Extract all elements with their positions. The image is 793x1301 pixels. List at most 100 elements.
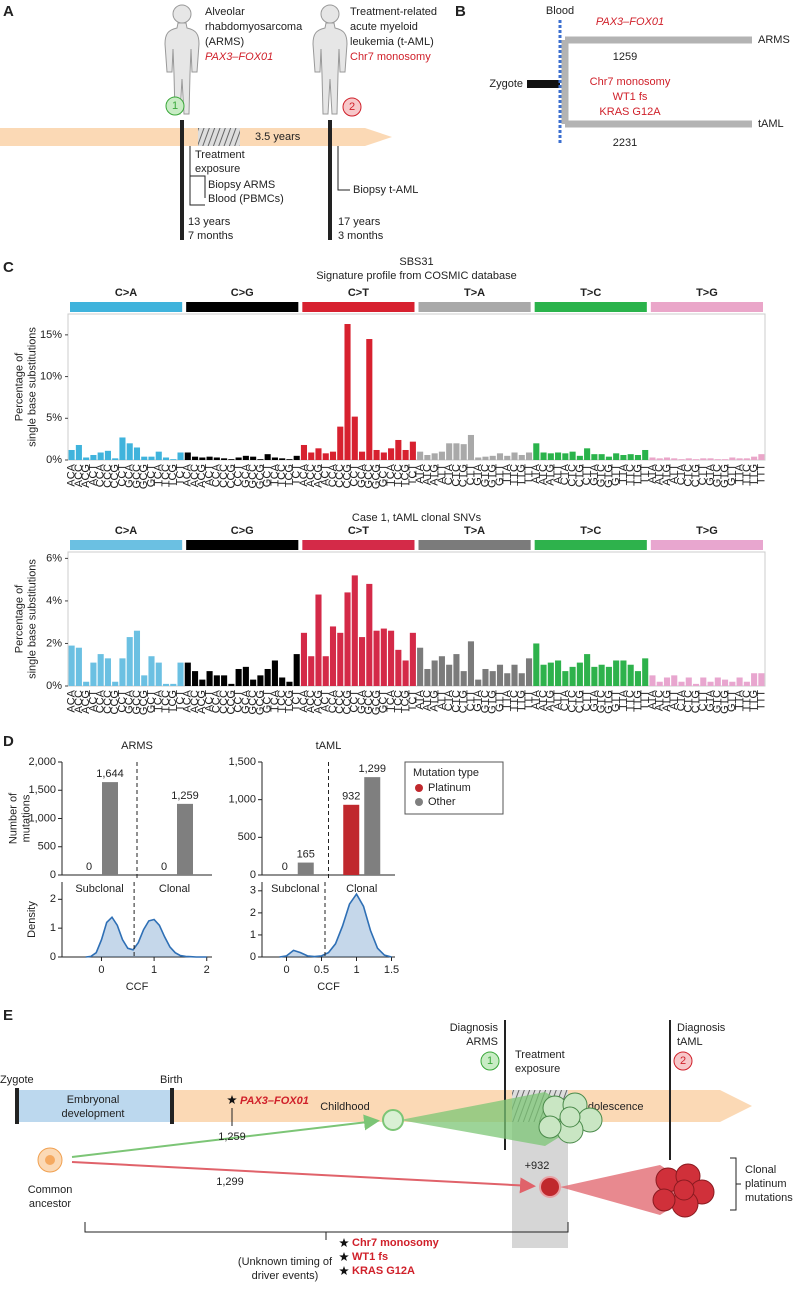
bar xyxy=(714,459,721,460)
x-tick-label: 1 xyxy=(353,964,359,976)
x-tick-label: ATA xyxy=(646,689,658,709)
x-tick-label: ATA xyxy=(414,689,426,709)
x-tick-label: CCC xyxy=(334,464,346,488)
x-tick-label: TTG xyxy=(748,690,760,712)
bar xyxy=(591,454,598,460)
bar xyxy=(518,673,525,686)
bar xyxy=(722,679,729,686)
x-tick-label: CCG xyxy=(341,464,353,488)
x-tick-label: GTC xyxy=(479,690,491,713)
star xyxy=(339,1252,349,1261)
x-tick-label: GTT xyxy=(494,464,506,486)
bar xyxy=(300,444,308,460)
label: Birth xyxy=(160,1074,183,1086)
label: Biopsy ARMS xyxy=(208,179,275,191)
x-tick-label: CCA xyxy=(95,463,107,487)
x-tick-label: CCT xyxy=(116,464,128,487)
x-tick-label: TCG xyxy=(400,464,412,487)
y-tick-label: 10% xyxy=(40,370,62,382)
bar xyxy=(388,448,395,460)
x-tick-label: CCT xyxy=(233,464,245,487)
x-tick-label: TCC xyxy=(392,690,404,713)
bar xyxy=(364,777,381,875)
bar xyxy=(453,654,460,686)
bar xyxy=(213,675,220,686)
badge xyxy=(342,97,362,117)
label: 1,299 xyxy=(216,1176,244,1188)
x-tick-label: CCA xyxy=(327,463,339,487)
bar xyxy=(329,451,337,460)
bar xyxy=(380,628,387,686)
bar xyxy=(104,450,111,460)
label: Alveolar xyxy=(205,6,245,18)
ancestor-nucleus xyxy=(45,1155,55,1165)
x-tick-label: CTC xyxy=(450,690,462,713)
label: leukemia (t-AML) xyxy=(350,36,434,48)
bar xyxy=(671,675,678,686)
x-tick-label: ACG xyxy=(312,464,324,488)
bar xyxy=(395,439,402,460)
embryonal-period xyxy=(15,1090,172,1122)
y-tick-label: 2,000 xyxy=(28,756,56,768)
x-tick-label: TTT xyxy=(639,464,651,484)
group-label: C>G xyxy=(231,287,254,299)
group-band xyxy=(302,540,415,550)
x-tick-label: CTT xyxy=(697,690,709,712)
bar xyxy=(489,671,496,686)
bar xyxy=(402,449,409,460)
bar xyxy=(642,449,649,460)
bar xyxy=(286,459,293,460)
bar xyxy=(431,453,438,460)
x-tick-label: CCA xyxy=(327,689,339,713)
x-tick-label: GTA xyxy=(472,463,484,485)
x-tick-label: TCT xyxy=(407,464,419,486)
label: mutations xyxy=(745,1192,793,1204)
plot-frame xyxy=(67,551,766,687)
x-tick-label: ATG xyxy=(545,690,557,712)
bar xyxy=(591,666,598,686)
x-tick-label: GCT xyxy=(145,464,157,488)
x-tick-label: CCC xyxy=(218,464,230,488)
bar xyxy=(192,671,199,686)
group-label: T>C xyxy=(580,525,601,537)
bar xyxy=(634,671,641,686)
x-tick-label: TTG xyxy=(748,464,760,486)
bar xyxy=(177,803,193,875)
bar xyxy=(293,455,300,460)
y-axis-label: Percentage of xyxy=(13,352,25,421)
badge xyxy=(480,1051,500,1071)
label: ARMS xyxy=(758,34,790,46)
x-tick-label: TTA xyxy=(501,463,513,484)
bar xyxy=(569,666,576,686)
bar xyxy=(337,426,344,460)
bar xyxy=(351,575,358,686)
bar xyxy=(555,452,562,460)
bar xyxy=(751,456,758,460)
bar xyxy=(83,681,90,686)
x-tick-label: CCC xyxy=(334,690,346,714)
x-tick-label: ACC xyxy=(73,690,85,713)
density-area xyxy=(85,917,207,957)
x-tick-label: CTT xyxy=(465,464,477,486)
x-tick-label: GCC xyxy=(131,464,143,489)
plot-frame xyxy=(67,313,766,461)
y-tick-label: 5% xyxy=(46,412,62,424)
bar xyxy=(286,681,293,686)
bar xyxy=(199,457,206,460)
y-tick-label: 1,000 xyxy=(28,812,56,824)
y-axis-label: mutations xyxy=(20,794,32,842)
bar xyxy=(112,681,119,686)
legend-marker xyxy=(415,798,423,806)
legend-label: Platinum xyxy=(428,782,471,794)
x-tick-label: GCG xyxy=(370,690,382,715)
panel-label: E xyxy=(3,1007,13,1024)
x-tick-label: CTC xyxy=(567,690,579,713)
value-label: 1,644 xyxy=(96,768,124,780)
bar xyxy=(155,662,162,686)
star xyxy=(339,1266,349,1275)
legend-marker xyxy=(415,784,423,792)
bar xyxy=(642,658,649,686)
label: 1259 xyxy=(613,51,637,63)
label: KRAS G12A xyxy=(599,106,661,118)
x-tick-label: CCT xyxy=(233,690,245,713)
